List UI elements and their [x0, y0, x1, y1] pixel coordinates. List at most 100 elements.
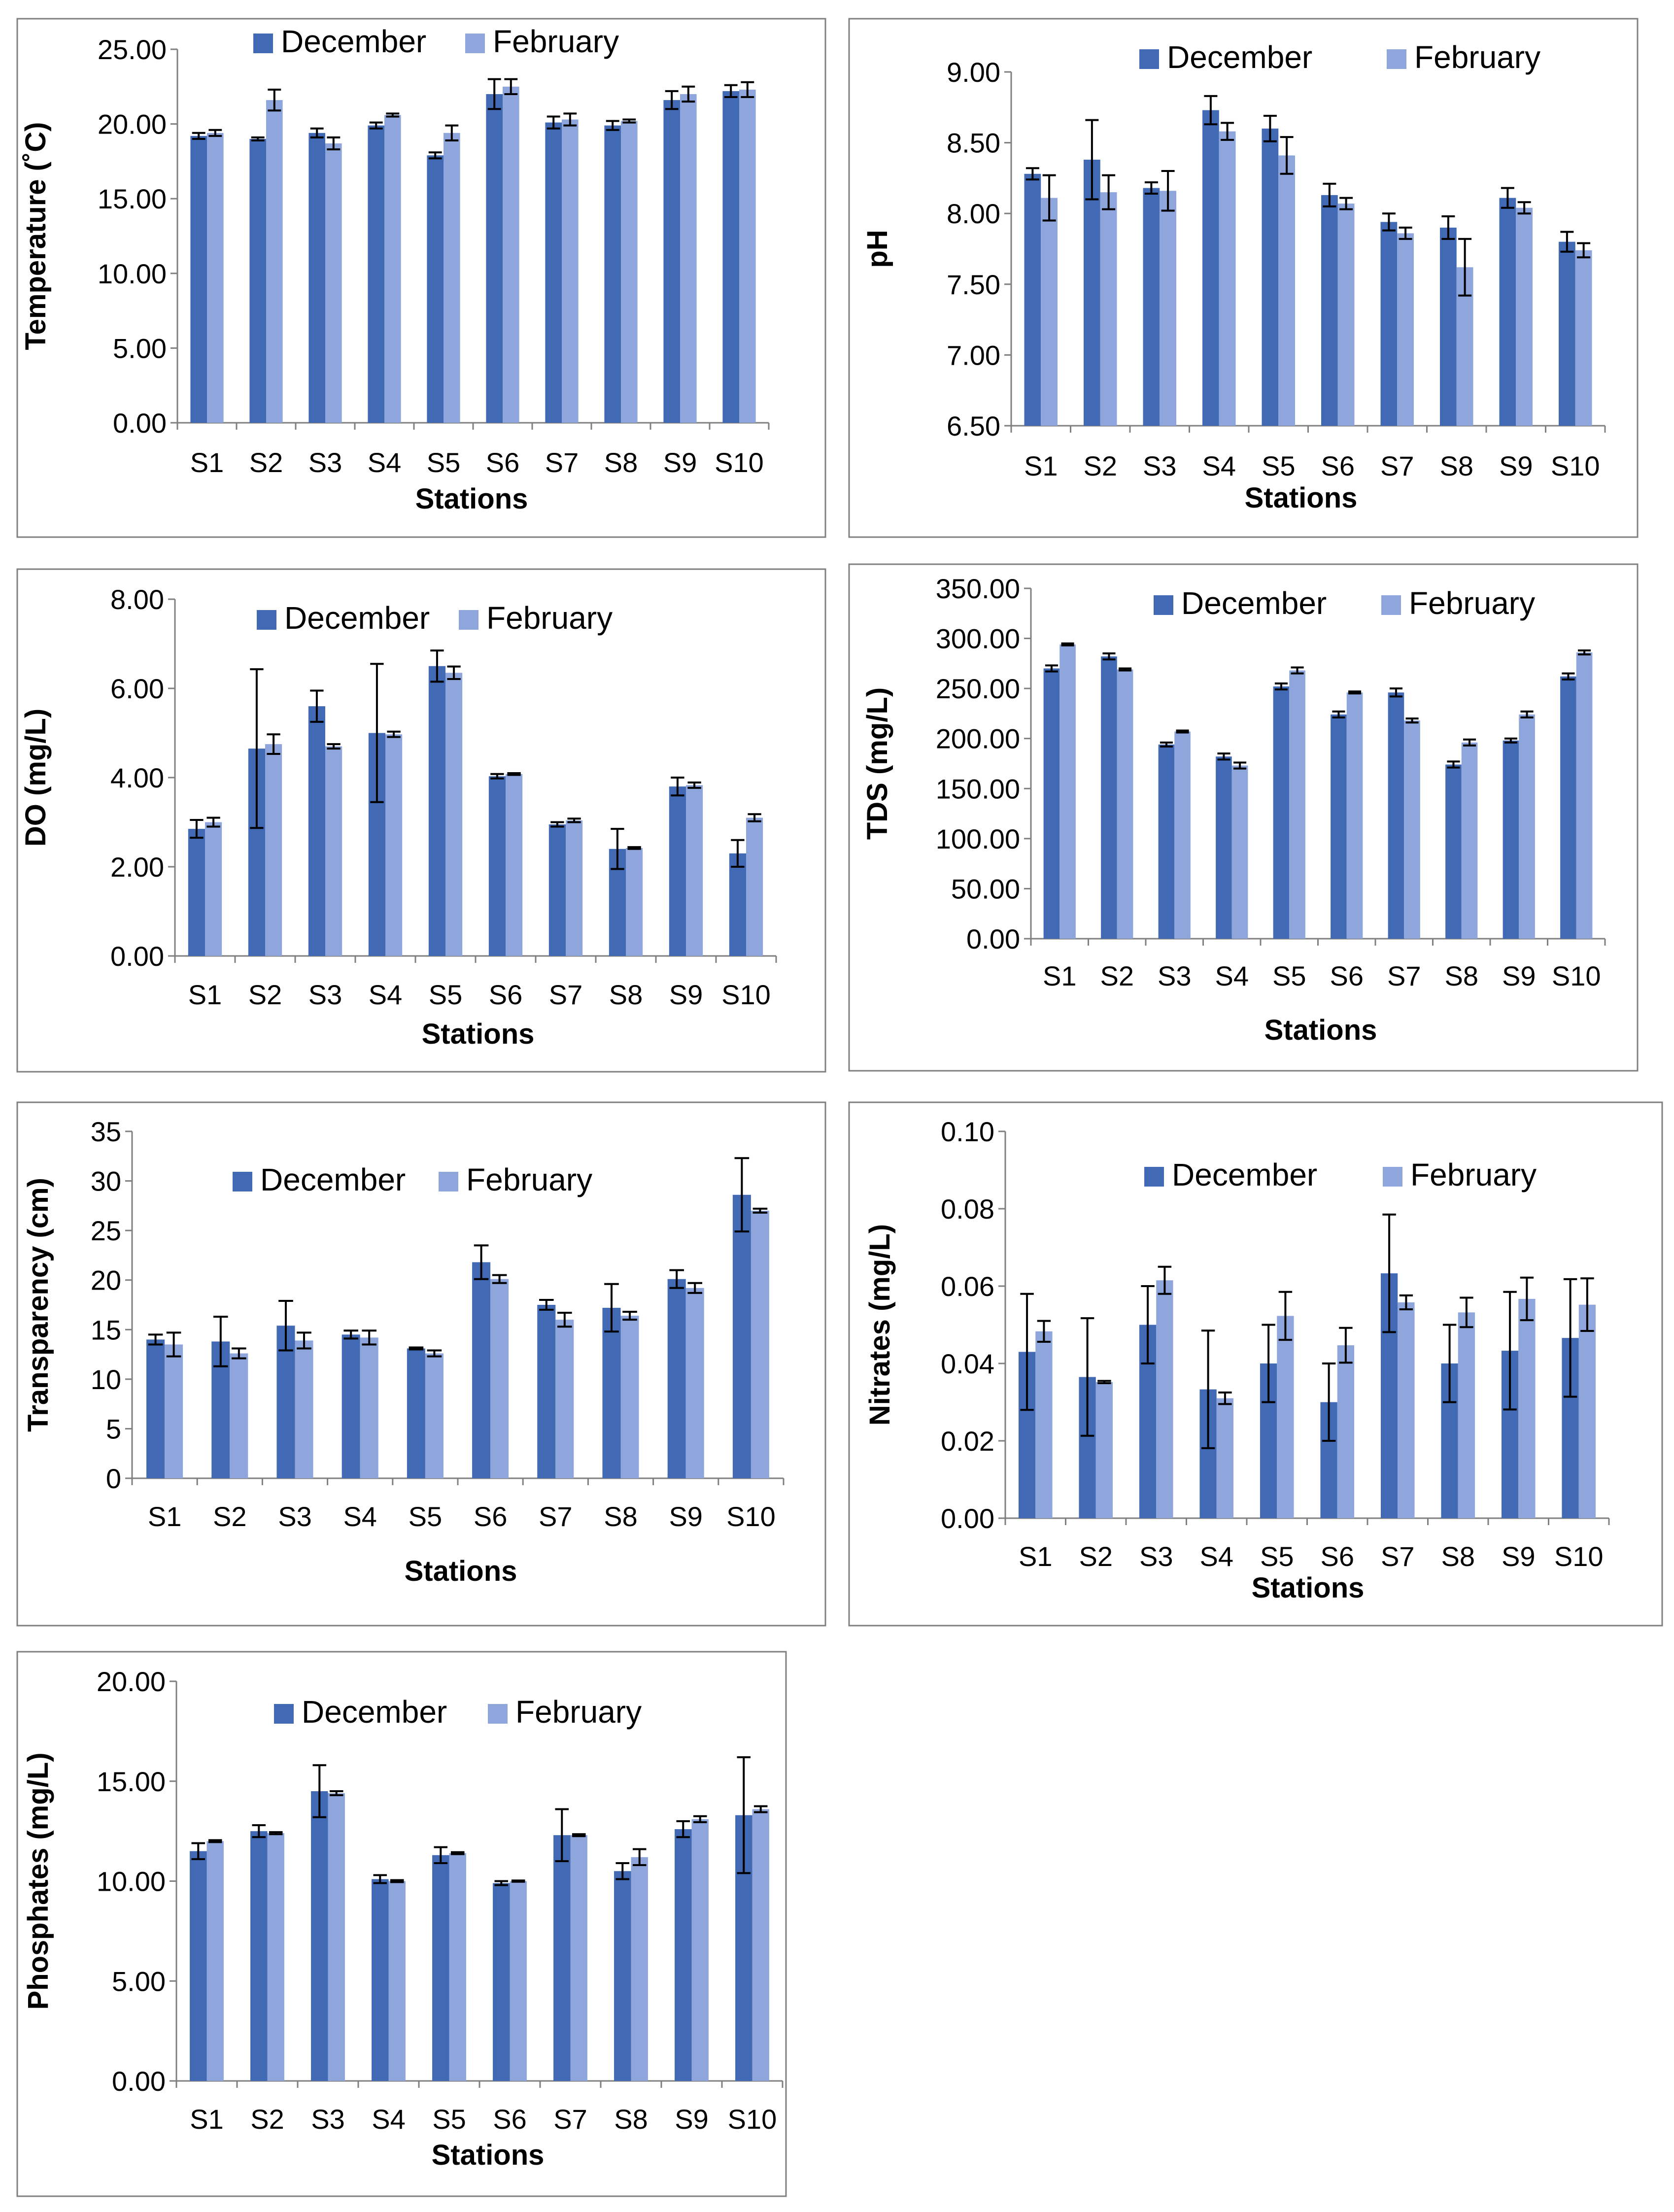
error-bar — [671, 777, 684, 797]
y-tick-label: 200.00 — [936, 723, 1020, 754]
error-bar — [191, 1842, 205, 1860]
december-bar — [488, 776, 506, 956]
x-tick-label: S8 — [609, 979, 643, 1010]
february-legend-label: February — [1409, 585, 1535, 621]
error-bar — [1262, 1324, 1275, 1403]
february-bar — [1041, 198, 1058, 426]
december-bar — [188, 829, 205, 956]
x-tick-label: S9 — [1502, 960, 1536, 991]
x-tick-label: S9 — [663, 447, 697, 478]
february-legend-label: February — [515, 1694, 642, 1730]
error-bar — [1102, 174, 1116, 210]
error-bar — [572, 1833, 586, 1838]
y-tick-label: 15.00 — [97, 1766, 166, 1797]
february-bar — [1117, 669, 1133, 939]
error-bar — [329, 1790, 343, 1797]
december-bar — [308, 133, 325, 423]
december-bar — [368, 125, 384, 423]
february-bar — [1337, 1345, 1355, 1518]
december-bar — [1273, 686, 1290, 939]
error-bar — [1463, 738, 1476, 747]
error-bar — [1520, 1276, 1534, 1322]
x-tick-label: S4 — [369, 979, 403, 1010]
error-bar — [474, 1244, 489, 1280]
y-tick-label: 5.00 — [112, 1966, 166, 1997]
y-axis-title: Phosphates (mg/L) — [22, 1752, 54, 2009]
error-bar — [1141, 1285, 1155, 1364]
x-tick-label: S7 — [1387, 960, 1421, 991]
december-legend-swatch — [253, 34, 273, 53]
error-bar — [206, 817, 220, 828]
error-bar — [1020, 1293, 1034, 1411]
x-tick-label: S6 — [1321, 1541, 1355, 1572]
february-legend-label: February — [466, 1162, 592, 1197]
december-bar — [722, 91, 739, 423]
x-tick-label: S10 — [715, 447, 764, 478]
february-legend-label: February — [1410, 1157, 1537, 1192]
december-legend-swatch — [1154, 595, 1173, 615]
x-tick-label: S5 — [409, 1501, 443, 1532]
x-tick-label: S7 — [545, 447, 579, 478]
error-bar — [555, 1808, 569, 1862]
december-bar — [1559, 241, 1575, 426]
error-bar — [373, 1874, 387, 1884]
error-bar — [1218, 1391, 1232, 1405]
february-bar — [206, 1841, 224, 2081]
december-bar — [553, 1835, 571, 2081]
x-tick-label: S10 — [1552, 960, 1601, 991]
x-tick-label: S5 — [1262, 450, 1296, 481]
february-bar — [555, 1320, 574, 1478]
error-bar — [1323, 182, 1336, 207]
x-tick-label: S6 — [486, 447, 520, 478]
error-bar — [430, 649, 444, 683]
error-bar — [1577, 242, 1591, 259]
error-bar — [567, 817, 581, 823]
error-bar — [604, 1283, 619, 1333]
x-tick-label: S5 — [429, 979, 463, 1010]
february-legend-swatch — [465, 34, 485, 53]
error-bar — [731, 839, 745, 868]
nitrates-chart-panel: 0.00 0.02 0.04 0.06 0.08 0.10 S1 S2 S3 S4 S5 S6 S7 S8… — [848, 1101, 1663, 1627]
x-tick-label: S6 — [1321, 450, 1355, 481]
x-axis-title: Stations — [1264, 1014, 1377, 1046]
error-bar — [148, 1333, 163, 1346]
december-legend-swatch — [274, 1704, 294, 1724]
error-bar — [252, 1824, 266, 1838]
february-bar — [360, 1337, 378, 1478]
december-bar — [472, 1262, 491, 1478]
x-axis-title: Stations — [422, 1018, 535, 1050]
error-bar — [386, 112, 400, 118]
error-bar — [251, 136, 265, 141]
y-tick-label: 6.00 — [110, 673, 164, 704]
y-tick-label: 15 — [91, 1314, 121, 1345]
x-tick-label: S3 — [308, 447, 342, 478]
february-bar — [1289, 670, 1305, 939]
error-bar — [1389, 687, 1402, 698]
february-bar — [1278, 155, 1295, 426]
error-bar — [1504, 737, 1517, 744]
december-bar — [667, 1279, 686, 1478]
december-bar — [493, 1883, 510, 2081]
december-bar — [1560, 676, 1576, 939]
error-bar — [1160, 741, 1173, 748]
error-bar — [369, 121, 383, 130]
x-tick-label: S9 — [675, 2104, 709, 2135]
december-bar — [1499, 198, 1516, 426]
february-legend-label: February — [493, 24, 619, 59]
error-bar — [748, 813, 761, 822]
error-bar — [447, 665, 461, 680]
error-bar — [297, 1331, 311, 1350]
december-legend-label: December — [1172, 1157, 1317, 1192]
x-tick-label: S6 — [474, 1501, 508, 1532]
february-bar — [691, 1819, 709, 2081]
y-tick-label: 8.00 — [947, 198, 1000, 229]
y-tick-label: 0.00 — [113, 408, 167, 439]
x-tick-label: S4 — [368, 447, 402, 478]
error-bar — [1204, 95, 1218, 126]
y-tick-label: 9.00 — [947, 57, 1000, 88]
error-bar — [190, 818, 204, 839]
x-axis-title: Stations — [1245, 482, 1358, 514]
ph-chart-panel: 6.50 7.00 7.50 8.00 8.50 9.00 S1 S2 S3 S4 S5 S6 S7 S8… — [848, 18, 1639, 538]
error-bar — [1503, 1291, 1517, 1411]
x-tick-label: S9 — [1502, 1541, 1536, 1572]
